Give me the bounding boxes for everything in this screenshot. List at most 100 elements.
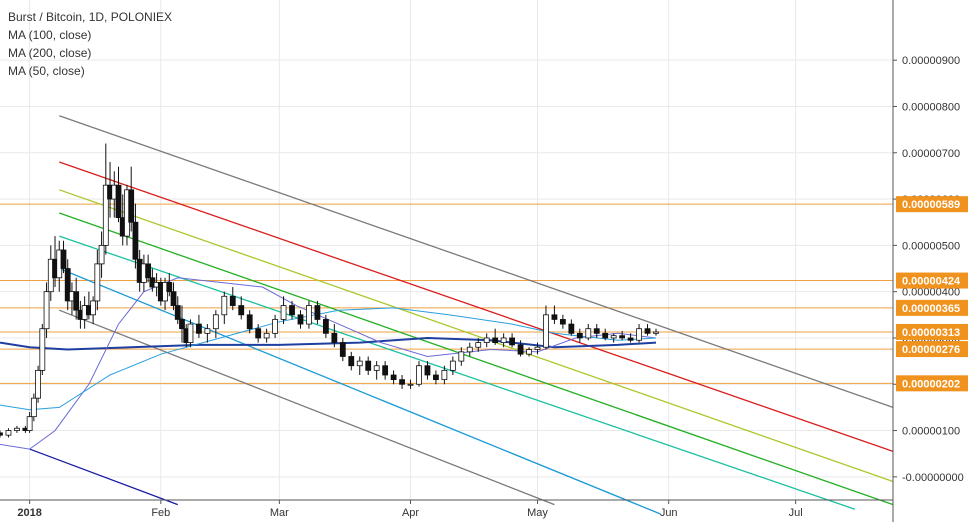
candle-body — [166, 282, 173, 293]
candle — [339, 337, 346, 362]
candle — [458, 347, 465, 366]
candle-body — [30, 397, 37, 418]
candle-body — [297, 314, 304, 325]
candle — [73, 277, 80, 320]
candle — [166, 273, 173, 297]
price-tag: 0.00000313 — [896, 323, 968, 340]
candle — [543, 305, 549, 350]
candle — [174, 296, 181, 325]
x-tick-label: Feb — [151, 507, 170, 519]
candle-body — [551, 314, 558, 320]
candle — [517, 340, 524, 357]
candle-body — [517, 344, 524, 355]
candle — [653, 328, 659, 336]
x-tick-label: Jul — [789, 507, 803, 519]
candle — [331, 324, 338, 348]
price-tag: 0.00000424 — [896, 272, 968, 289]
candle — [98, 231, 105, 278]
candle — [39, 324, 46, 375]
candle — [441, 365, 448, 385]
candle — [322, 314, 329, 338]
candle-body — [576, 332, 583, 339]
price-tag-bg — [896, 341, 968, 358]
candle-body — [128, 189, 135, 223]
y-tick-label: 0.00000900 — [902, 55, 960, 67]
price-tag: 0.00000202 — [896, 375, 968, 392]
legend-ma200: MA (200, close) — [8, 46, 92, 60]
candle-body — [593, 328, 600, 334]
candle — [14, 425, 20, 433]
candle-body — [441, 369, 448, 381]
candle — [475, 337, 482, 352]
candle — [627, 333, 634, 343]
candle — [559, 314, 566, 329]
candle-body — [179, 319, 185, 330]
price-tag-label: 0.00000202 — [902, 378, 960, 390]
y-tick-label: -0.00000000 — [902, 472, 964, 484]
candle-body — [322, 319, 329, 334]
chart-legend: Burst / Bitcoin, 1D, POLONIEX MA (100, c… — [8, 8, 172, 80]
candle — [30, 393, 37, 422]
price-tag-bg — [896, 299, 968, 316]
candle-body — [636, 328, 642, 341]
candle-body — [458, 351, 465, 362]
candle — [102, 143, 109, 255]
candle-body — [424, 365, 431, 376]
candle-body — [509, 337, 515, 346]
candle — [212, 310, 219, 338]
candle — [492, 328, 499, 345]
price-tags: 0.00000589 0.00000424 0.00000365 0.00000313… — [896, 196, 968, 392]
candle — [534, 342, 541, 355]
candle — [636, 324, 642, 343]
y-tick-label: 0.00000100 — [902, 426, 960, 438]
candle-body — [263, 332, 270, 339]
candle — [115, 166, 122, 223]
candle — [416, 361, 422, 387]
y-tick-label: 0.00000700 — [902, 148, 960, 160]
candle-body — [382, 365, 389, 376]
candle-body — [526, 349, 532, 355]
candle-body — [475, 342, 482, 348]
price-tag-label: 0.00000424 — [902, 276, 961, 288]
candle — [238, 296, 245, 320]
candle-body — [289, 305, 295, 316]
candle-body — [314, 305, 321, 320]
candle-body — [238, 305, 245, 316]
candle-body — [94, 263, 101, 302]
candle — [373, 361, 380, 380]
candle-body — [102, 184, 109, 246]
candle — [26, 412, 33, 433]
candle — [132, 203, 139, 269]
candle — [145, 254, 152, 283]
candle — [229, 287, 236, 311]
candle — [593, 324, 600, 338]
x-tick-label: Mar — [270, 507, 289, 519]
trend-line-fan_teal — [59, 235, 856, 510]
candle — [60, 240, 67, 274]
price-tag: 0.00000276 — [896, 341, 968, 358]
trend-line-navy — [29, 448, 178, 506]
ma-line — [0, 277, 657, 450]
candle — [390, 370, 397, 385]
candle-body — [90, 300, 97, 316]
candle-body — [365, 360, 372, 371]
candle-body — [212, 314, 219, 330]
candle — [43, 282, 50, 338]
candle — [306, 300, 312, 329]
candle-body — [559, 319, 566, 325]
candle-body — [115, 184, 122, 218]
y-tick-label: 0.00000400 — [902, 287, 960, 299]
candles — [0, 143, 659, 438]
candle — [204, 324, 211, 343]
candle — [424, 361, 431, 380]
candle — [433, 370, 439, 385]
candle-body — [449, 360, 456, 371]
candle-body — [64, 268, 71, 302]
candle-body — [602, 332, 609, 339]
trend-line-channel_gray — [59, 309, 555, 506]
candle-body — [132, 221, 139, 260]
candle — [551, 305, 558, 325]
price-tag: 0.00000365 — [896, 299, 968, 316]
candle — [196, 314, 202, 338]
